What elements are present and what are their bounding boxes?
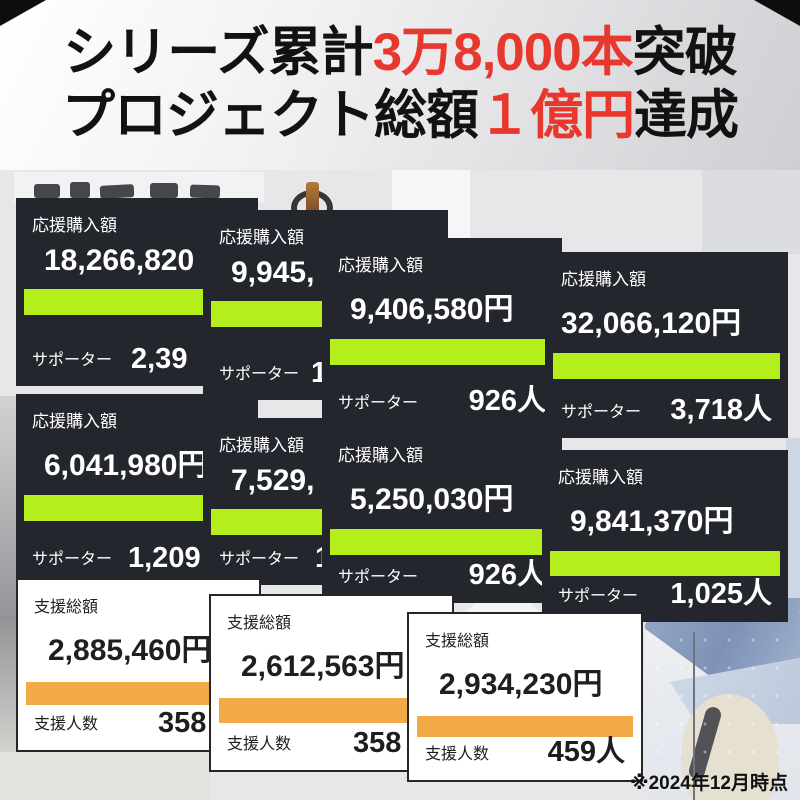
progress-bar-green [330, 339, 554, 365]
amount-value: 9,945, [231, 256, 315, 289]
support-card-c: 応援購入額 9,406,580円 サポーター 926人 [322, 238, 562, 429]
background-text-fragment [189, 184, 221, 199]
headline-line2-highlight: １億円 [478, 86, 635, 145]
background-text-fragment [99, 184, 135, 199]
progress-bar-green [553, 353, 780, 379]
supporter-count: 3,718人 [670, 394, 772, 426]
amount-value: 7,529, [231, 464, 315, 497]
corner-decoration-left [0, 0, 46, 26]
progress-bar-orange [26, 682, 251, 706]
progress-bar-green [330, 529, 554, 555]
metric-label: 応援購入額 [338, 446, 423, 465]
headline-line1: シリーズ累計3万8,000本突破 [63, 22, 738, 85]
amount-value: 18,266,820 [44, 244, 195, 277]
background-photo-edge [786, 438, 800, 604]
metric-label: 応援購入額 [219, 228, 304, 247]
amount-value: 2,885,460円 [48, 634, 212, 667]
metric-label: 応援購入額 [558, 468, 643, 487]
as-of-date-note: ※2024年12月時点 [630, 773, 788, 794]
support-card-g: 応援購入額 5,250,030円 サポーター 926人 [322, 428, 562, 603]
amount-value: 2,612,563円 [241, 650, 405, 683]
count-label: サポーター [32, 352, 113, 369]
background-panel [702, 170, 800, 254]
headline-line2-pre: プロジェクト総額 [62, 86, 479, 145]
count-label: サポーター [338, 569, 419, 586]
background-photo-edge [0, 396, 16, 800]
background-text-fragment [150, 183, 178, 198]
count-label: サポーター [219, 551, 300, 568]
count-label: 支援人数 [227, 736, 292, 753]
metric-label: 支援総額 [425, 633, 490, 650]
count-label: サポーター [558, 588, 639, 605]
background-photo-strip [0, 752, 210, 800]
progress-bar-orange [219, 698, 444, 723]
count-label: サポーター [338, 395, 419, 412]
count-label: 支援人数 [34, 716, 99, 733]
raindrops [645, 598, 800, 800]
supporter-count: 459人 [547, 736, 625, 768]
headline-line2-post: 達成 [634, 86, 739, 145]
background-text-fragment [34, 184, 60, 198]
amount-value: 9,841,370円 [570, 505, 734, 538]
headline-line2: プロジェクト総額１億円達成 [62, 85, 739, 148]
supporter-count: 926人 [468, 385, 546, 417]
background-text-fragment [70, 182, 90, 198]
amount-value: 5,250,030円 [350, 483, 514, 516]
count-label: 支援人数 [425, 746, 490, 763]
supporter-count: 1,209 [128, 542, 201, 574]
headline-line1-post: 突破 [632, 23, 738, 83]
metric-label: 応援購入額 [32, 216, 117, 235]
supporter-count: 358 [158, 707, 207, 739]
corner-decoration-right [754, 0, 800, 26]
headline-line1-pre: シリーズ累計 [63, 23, 373, 83]
supporter-count: 2,39 [131, 343, 188, 375]
supporter-count: 1,025人 [670, 578, 772, 610]
supporter-count: 358 [353, 727, 402, 759]
amount-value: 2,934,230円 [439, 668, 603, 701]
supporter-count: 926人 [468, 559, 546, 591]
umbrella-handle-grip [306, 182, 319, 214]
progress-bar-green [550, 551, 780, 576]
count-label: サポーター [219, 366, 300, 383]
funding-card-k: 支援総額 2,934,230円 支援人数 459人 [407, 612, 643, 782]
metric-label: 応援購入額 [219, 436, 304, 455]
support-card-d: 応援購入額 32,066,120円 サポーター 3,718人 [545, 252, 788, 438]
count-label: サポーター [32, 551, 113, 568]
photo-frame-line [693, 632, 695, 800]
support-card-h: 応援購入額 9,841,370円 サポーター 1,025人 [542, 450, 788, 622]
progress-bar-orange [417, 716, 633, 738]
header: シリーズ累計3万8,000本突破 プロジェクト総額１億円達成 [0, 0, 800, 170]
count-label: サポーター [561, 404, 642, 421]
metric-label: 支援総額 [227, 615, 292, 632]
amount-value: 32,066,120円 [561, 307, 742, 340]
amount-value: 9,406,580円 [350, 293, 514, 326]
metric-label: 支援総額 [34, 599, 99, 616]
metric-label: 応援購入額 [338, 256, 423, 275]
amount-value: 6,041,980円 [44, 449, 208, 482]
metric-label: 応援購入額 [32, 412, 117, 431]
metric-label: 応援購入額 [561, 270, 646, 289]
headline-line1-highlight: 3万8,000本 [372, 23, 634, 83]
